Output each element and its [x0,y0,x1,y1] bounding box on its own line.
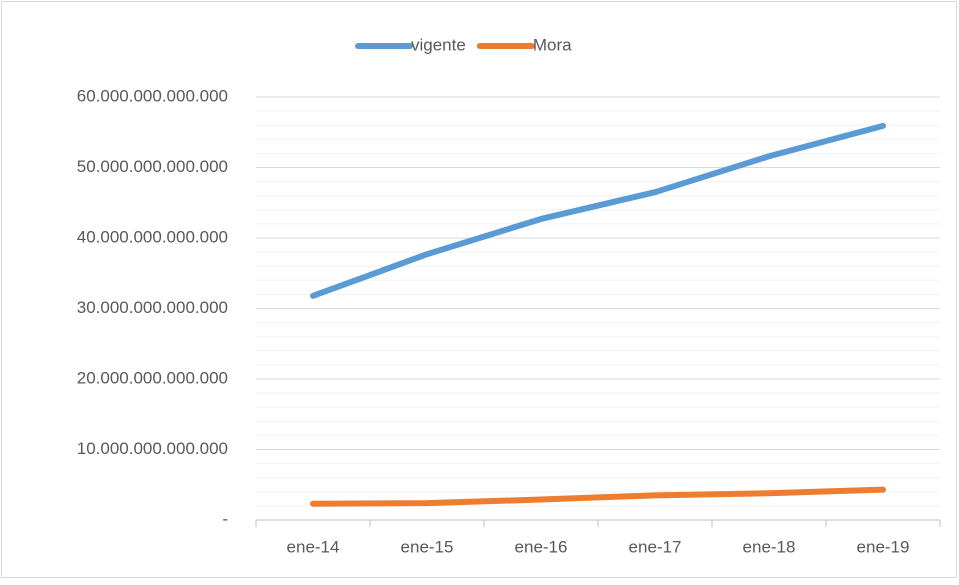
y-tick-label: 60.000.000.000.000 [77,86,228,105]
series-line [310,122,886,299]
y-tick-label: 10.000.000.000.000 [77,439,228,458]
x-tick-label: ene-16 [515,537,568,556]
x-tick-label: ene-18 [743,537,796,556]
legend-label: Mora [533,35,572,54]
y-tick-label: 20.000.000.000.000 [77,368,228,387]
y-tick-label: 40.000.000.000.000 [77,227,228,246]
series-line [310,486,886,507]
x-tick-label: ene-15 [401,537,454,556]
x-tick-label: ene-14 [287,537,340,556]
x-tick-label: ene-19 [857,537,910,556]
y-tick-label: 30.000.000.000.000 [77,298,228,317]
x-tick-label: ene-17 [629,537,682,556]
y-tick-label: 50.000.000.000.000 [77,157,228,176]
y-tick-label: - [222,509,228,528]
legend-label: vigente [411,35,466,54]
